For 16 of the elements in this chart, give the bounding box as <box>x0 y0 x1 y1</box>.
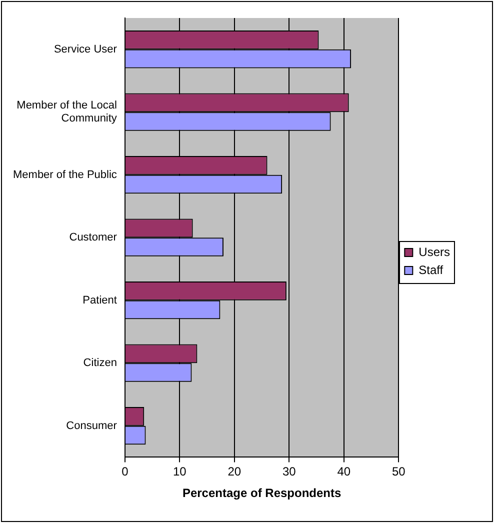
x-tick-label: 10 <box>173 464 187 479</box>
y-tick-label: Consumer <box>66 420 118 432</box>
y-tick-label: Member of the Local Community <box>16 100 118 125</box>
x-tick-label: 20 <box>228 464 242 479</box>
y-tick-label: Customer <box>69 232 118 244</box>
x-tick-label: 0 <box>122 464 129 479</box>
y-tick-label: Patient <box>82 294 117 306</box>
y-tick-label: Service User <box>54 43 118 56</box>
legend-label: Users <box>418 244 450 259</box>
y-tick-label: Citizen <box>83 357 117 370</box>
x-tick-label: 50 <box>392 464 406 479</box>
x-tick-label: 30 <box>282 464 296 479</box>
x-axis-title: Percentage of Respondents <box>182 486 342 500</box>
legend-label: Staff <box>418 262 444 277</box>
x-tick-label: 40 <box>337 464 351 479</box>
y-tick-label: Member of the Public <box>13 168 118 181</box>
